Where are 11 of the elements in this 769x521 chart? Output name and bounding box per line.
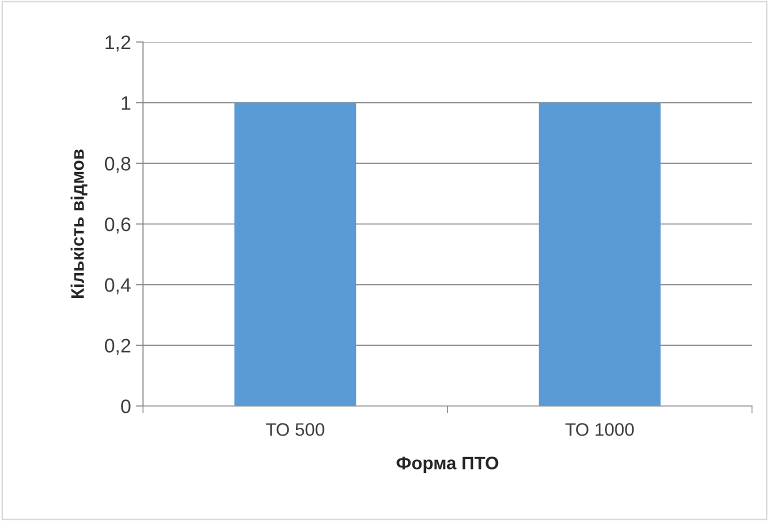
x-tick-label: ТО 1000 (565, 423, 634, 436)
y-tick-label: 0 (121, 399, 130, 414)
x-axis-title: Форма ПТО (396, 456, 498, 473)
y-tick-label: 1 (122, 96, 130, 110)
x-tick-label: ТО 500 (266, 423, 324, 436)
y-tick-label: 0,8 (104, 156, 130, 173)
y-tick-label: 0,2 (104, 338, 130, 355)
y-tick-label: 1,2 (106, 35, 130, 52)
y-axis-title: Кількість відмов (70, 149, 88, 298)
y-tick-label: 0,6 (104, 217, 130, 234)
y-tick-label: 0,4 (104, 278, 131, 294)
